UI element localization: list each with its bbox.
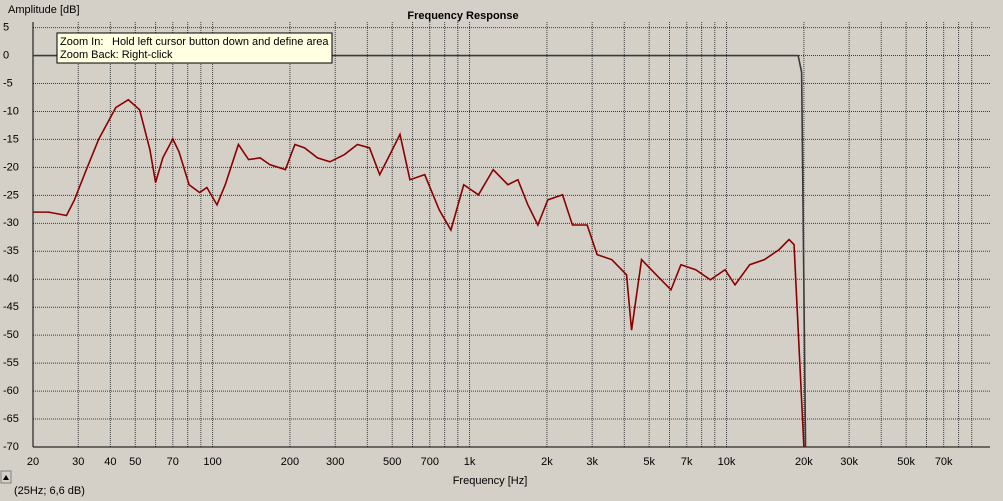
x-tick-label: 3k	[586, 456, 598, 468]
x-tick-label: 70k	[935, 456, 953, 468]
x-tick-label: 10k	[718, 456, 736, 468]
x-tick-label: 70	[167, 456, 179, 468]
y-tick-label: -25	[3, 189, 19, 201]
status-text: (25Hz; 6,6 dB)	[14, 485, 85, 497]
tooltip-box	[56, 32, 333, 64]
x-tick-label: 40	[104, 456, 116, 468]
x-tick-label: 700	[421, 456, 439, 468]
x-tick-label: 50k	[897, 456, 915, 468]
y-tick-label: -30	[3, 217, 19, 229]
y-tick-label: -45	[3, 301, 19, 313]
x-tick-label: 30	[72, 456, 84, 468]
x-tick-label: 200	[281, 456, 299, 468]
x-tick-label: 5k	[643, 456, 655, 468]
y-tick-label: -15	[3, 133, 19, 145]
x-tick-label: 20	[27, 456, 39, 468]
series-line	[33, 54, 807, 448]
y-tick-label: -65	[3, 413, 19, 425]
y-tick-label: -40	[3, 273, 19, 285]
x-tick-label: 20k	[795, 456, 813, 468]
series-line	[33, 98, 805, 448]
x-axis-label: Frequency [Hz]	[453, 475, 528, 487]
y-tick-label: 5	[3, 21, 9, 33]
x-tick-label: 300	[326, 456, 344, 468]
y-tick-label: -35	[3, 245, 19, 257]
y-axis-label: Amplitude [dB]	[8, 4, 80, 16]
x-tick-label: 50	[129, 456, 141, 468]
tooltip-line: Hold left cursor button down and define …	[112, 36, 329, 48]
y-tick-label: 0	[3, 49, 9, 61]
y-tick-label: -20	[3, 161, 19, 173]
scroll-arrow	[3, 475, 9, 480]
x-tick-label: 500	[383, 456, 401, 468]
x-tick-label: 7k	[681, 456, 693, 468]
tooltip-line: Zoom In:	[60, 36, 103, 48]
y-tick-label: -60	[3, 385, 19, 397]
y-tick-label: -10	[3, 105, 19, 117]
y-tick-label: -70	[3, 441, 19, 453]
plot-area[interactable]: 50-5-10-15-20-25-30-35-40-45-50-55-60-65…	[3, 21, 990, 468]
chart-title: Frequency Response	[407, 10, 518, 22]
x-tick-label: 1k	[464, 456, 476, 468]
x-tick-label: 2k	[541, 456, 553, 468]
y-tick-label: -50	[3, 329, 19, 341]
x-tick-label: 100	[203, 456, 221, 468]
y-tick-label: -55	[3, 357, 19, 369]
tooltip-line: Zoom Back: Right-click	[60, 49, 173, 61]
tooltip: Zoom In: Hold left cursor button down an…	[56, 32, 333, 64]
x-tick-label: 30k	[840, 456, 858, 468]
y-tick-label: -5	[3, 77, 13, 89]
